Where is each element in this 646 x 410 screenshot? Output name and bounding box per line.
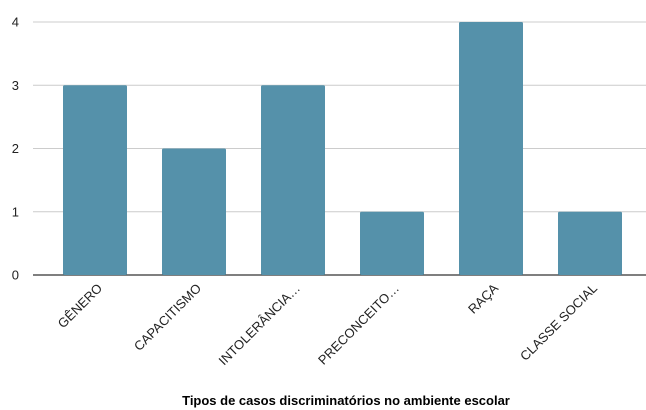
x-axis-label: Tipos de casos discriminatórios no ambie…	[182, 393, 510, 408]
bar	[261, 85, 325, 275]
y-tick-label: 3	[12, 78, 19, 93]
bar	[63, 85, 127, 275]
y-tick-label: 0	[12, 268, 19, 283]
y-tick-label: 2	[12, 141, 19, 156]
x-category-label: CLASSE SOCIAL	[517, 281, 600, 364]
bar	[459, 22, 523, 275]
bars	[63, 22, 622, 275]
x-axis-categories: GÊNERO CAPACITISMO INTOLERÂNCIA… PRECONCEIT…	[55, 280, 600, 368]
bar	[558, 211, 622, 275]
x-category-label: RAÇA	[465, 280, 501, 316]
bar	[360, 211, 424, 275]
x-category-label: CAPACITISMO	[131, 281, 204, 354]
x-category-label: INTOLERÂNCIA…	[216, 281, 304, 369]
y-axis-ticks: 0 1 2 3 4	[12, 15, 19, 283]
bar	[162, 148, 226, 275]
x-category-label: PRECONCEITO…	[315, 281, 402, 368]
y-tick-label: 4	[12, 15, 19, 30]
x-category-label: GÊNERO	[55, 281, 105, 331]
gridlines	[33, 21, 646, 276]
y-tick-label: 1	[12, 204, 19, 219]
